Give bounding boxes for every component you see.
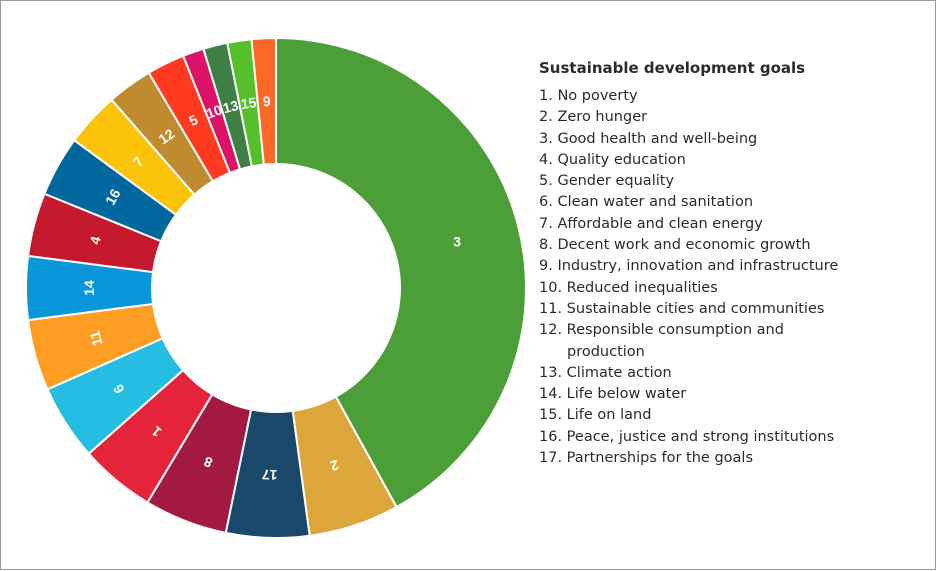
legend-item-text: Decent work and economic growth <box>552 237 811 254</box>
legend-item: 11. Sustainable cities and communities <box>539 299 934 320</box>
legend-item-text: Quality education <box>552 151 686 168</box>
legend-item-number: 5. <box>539 173 553 190</box>
legend-item-number: 3. <box>539 130 553 147</box>
legend-item-number: 16. <box>539 428 563 445</box>
legend-item: 7. Affordable and clean energy <box>539 214 934 235</box>
legend-item: 3. Good health and well-being <box>539 129 934 150</box>
legend-item-text: Zero hunger <box>552 109 648 126</box>
slice-label: 4 <box>86 234 104 246</box>
legend-item: 13. Climate action <box>539 363 934 384</box>
legend-item-text: Sustainable cities and communities <box>562 300 825 317</box>
legend-item-number: 10. <box>539 279 563 296</box>
legend-item: 5. Gender equality <box>539 171 934 192</box>
legend-item-text: Life below water <box>562 386 687 403</box>
legend-item-number: 14. <box>539 386 563 403</box>
legend-item: 12. Responsible consumption and productio… <box>539 320 934 363</box>
legend-item-text-continued: production <box>567 343 645 360</box>
legend-item-text: Gender equality <box>552 173 675 190</box>
legend-item-text: Good health and well-being <box>552 130 758 147</box>
legend-item-text: Industry, innovation and infrastructure <box>552 258 839 275</box>
legend-item: 16. Peace, justice and strong institutio… <box>539 427 934 448</box>
legend-item: 8. Decent work and economic growth <box>539 235 934 256</box>
legend-item-text: Clean water and sanitation <box>552 194 754 211</box>
legend-item-number: 13. <box>539 364 563 381</box>
legend-item-number: 4. <box>539 151 553 168</box>
legend-item: 17. Partnerships for the goals <box>539 448 934 469</box>
legend-item-number: 1. <box>539 88 553 104</box>
slice-label: 15 <box>240 94 258 112</box>
legend-item: 6. Clean water and sanitation <box>539 192 934 213</box>
legend-item-text: Affordable and clean energy <box>552 215 763 232</box>
legend-item-number: 17. <box>539 450 563 467</box>
legend-item: 15. Life on land <box>539 405 934 426</box>
legend-item: 4. Quality education <box>539 150 934 171</box>
legend-item-text: Life on land <box>562 407 652 424</box>
legend-item: 1. No poverty <box>539 86 934 107</box>
legend-item: 14. Life below water <box>539 384 934 405</box>
slice-label: 3 <box>453 233 461 249</box>
donut-slice <box>250 36 277 166</box>
legend-item: 10. Reduced inequalities <box>539 278 934 299</box>
legend-item-number: 9. <box>539 258 553 275</box>
legend-item: 2. Zero hunger <box>539 107 934 128</box>
legend-item-text: Reduced inequalities <box>562 279 718 296</box>
legend-item-number: 8. <box>539 237 553 254</box>
legend-item-number: 6. <box>539 194 553 211</box>
legend-item-text: Climate action <box>562 364 672 381</box>
slice-label: 13 <box>221 97 240 116</box>
legend-item-text: Partnerships for the goals <box>562 450 754 467</box>
slice-label: 11 <box>86 329 105 348</box>
slice-label: 9 <box>263 93 272 109</box>
legend-item-text: Peace, justice and strong institutions <box>562 428 835 445</box>
legend: Sustainable development goals 1. No pove… <box>539 59 934 469</box>
legend-item-number: 2. <box>539 109 553 126</box>
legend-item: 9. Industry, innovation and infrastructu… <box>539 256 934 277</box>
legend-item-number: 11. <box>539 300 563 317</box>
legend-list: 1. No poverty 2. Zero hunger 3. Good healt… <box>539 86 934 469</box>
legend-item-text: Responsible consumption and <box>562 322 784 339</box>
legend-item-number: 7. <box>539 215 553 232</box>
legend-item-number: 12. <box>539 322 563 339</box>
slice-label: 16 <box>102 186 124 208</box>
legend-item-number: 15. <box>539 407 563 424</box>
legend-item-text: No poverty <box>552 88 638 104</box>
legend-title: Sustainable development goals <box>539 59 806 77</box>
slice-label: 17 <box>261 467 277 484</box>
slice-label: 10 <box>204 101 224 121</box>
donut-slice <box>275 36 527 509</box>
slice-label: 14 <box>81 280 97 296</box>
